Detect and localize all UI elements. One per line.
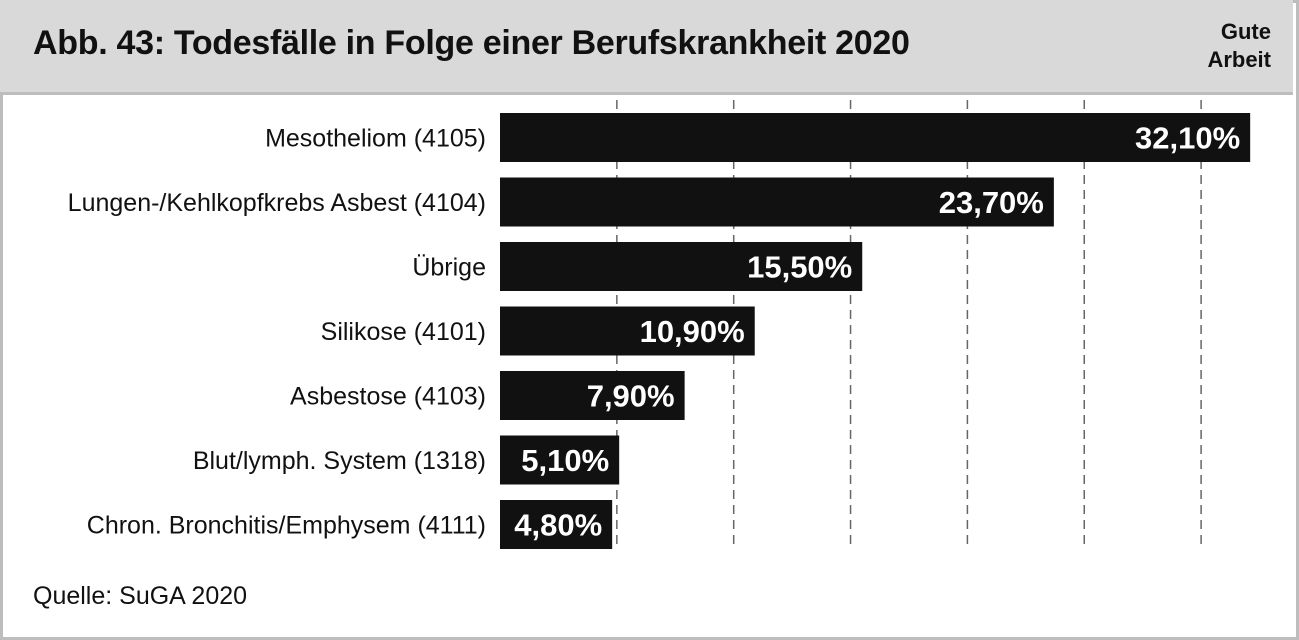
bar: [500, 371, 685, 420]
brand-logo: Gute Arbeit: [1207, 18, 1271, 74]
category-label: Blut/lymph. System (1318): [193, 447, 486, 475]
category-label: Silikose (4101): [321, 318, 486, 346]
source-note: Quelle: SuGA 2020: [33, 582, 248, 610]
bar-value-label: 7,90%: [587, 379, 675, 414]
bar-value-label: 15,50%: [747, 250, 852, 285]
bar: [500, 435, 620, 485]
bar-value-label: 4,80%: [514, 508, 602, 543]
bar: [500, 177, 1054, 227]
bar-value-label: 23,70%: [939, 185, 1044, 220]
bar-value-label: 32,10%: [1135, 121, 1240, 156]
category-label: Lungen-/Kehlkopfkrebs Asbest (4104): [68, 189, 486, 217]
category-label: Mesotheliom (4105): [265, 125, 486, 153]
bar-value-label: 5,10%: [521, 443, 609, 478]
header-bar: Abb. 43: Todesfälle in Folge einer Beruf…: [0, 0, 1293, 95]
bar-value-label: 10,90%: [640, 314, 745, 349]
category-label: Asbestose (4103): [290, 383, 486, 411]
bar: [500, 242, 863, 291]
bar: [500, 113, 1251, 162]
category-label: Chron. Bronchitis/Emphysem (4111): [87, 512, 486, 540]
category-label: Übrige: [412, 254, 486, 282]
bar: [500, 306, 755, 356]
chart-title: Abb. 43: Todesfälle in Folge einer Beruf…: [33, 24, 910, 62]
brand-line-1: Gute: [1220, 19, 1271, 44]
brand-line-2: Arbeit: [1207, 47, 1271, 72]
bar: [500, 500, 613, 549]
